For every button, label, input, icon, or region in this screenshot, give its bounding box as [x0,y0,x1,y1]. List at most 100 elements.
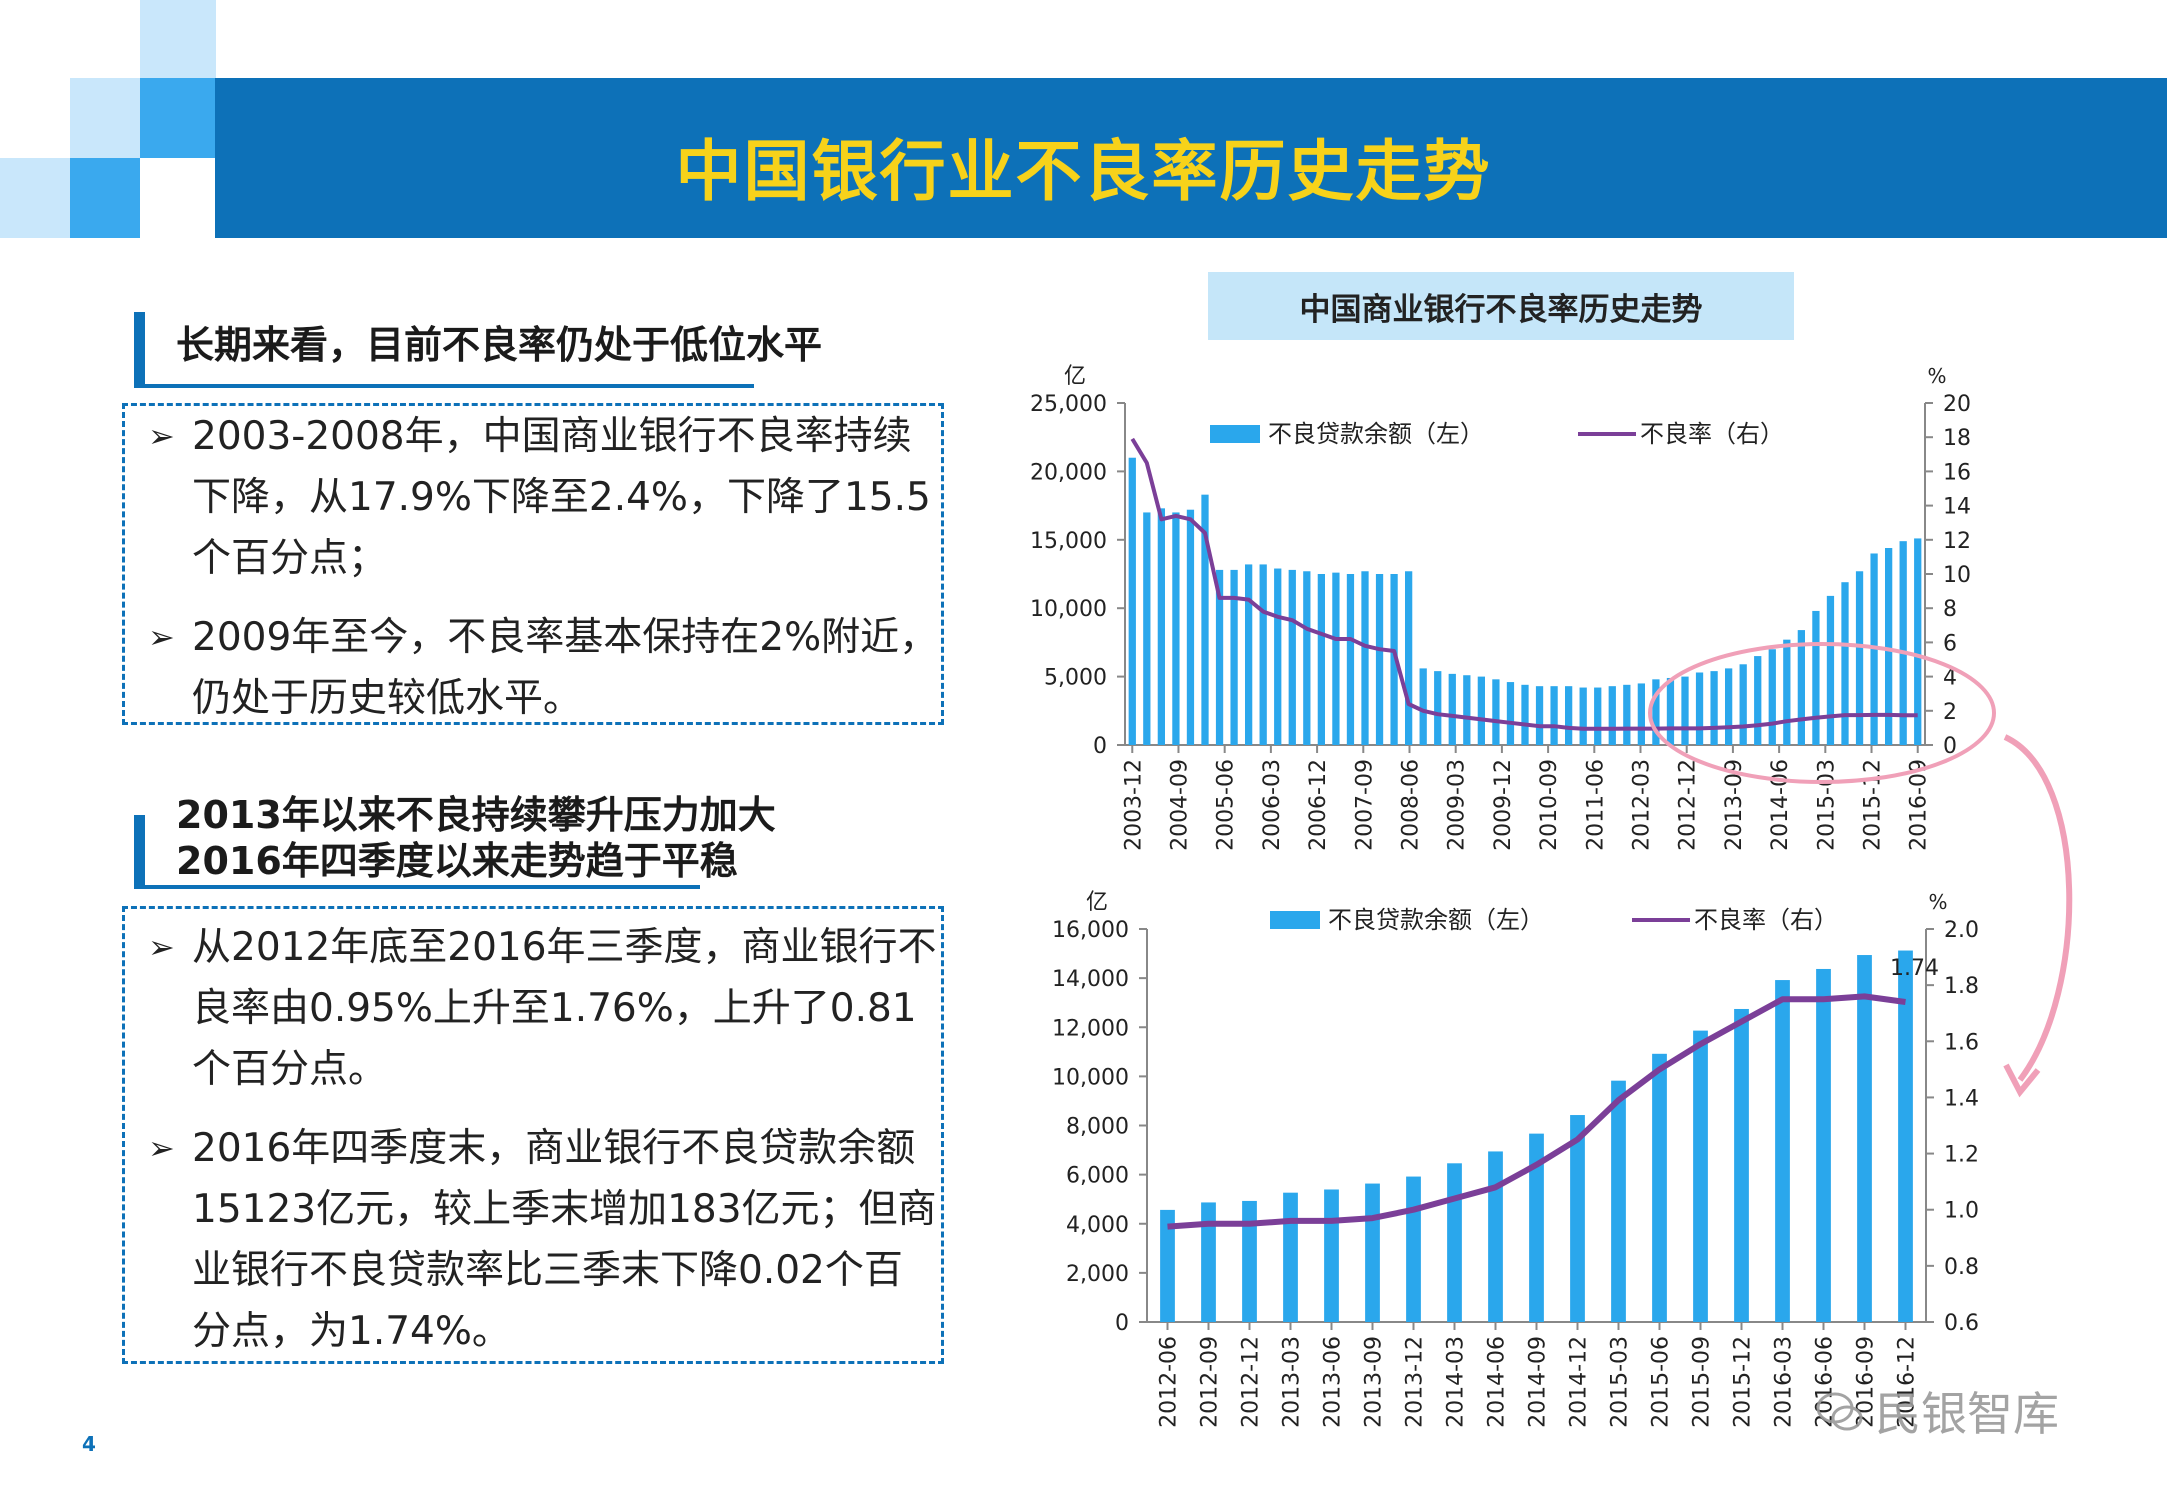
arrow-bullet-icon: ➢ [148,1129,175,1167]
bar [1230,569,1238,745]
x-axis-tick-label: 2010-09 [1537,759,1562,851]
x-axis-tick-label: 2012-09 [1198,1336,1223,1428]
list-item: ➢ 2009年至今，不良率基本保持在2%附近，仍处于历史较低水平。 [140,607,940,729]
bar [1535,686,1544,745]
section1-bullets: ➢ 2003-2008年，中国商业银行不良率持续下降，从17.9%下降至2.4%，… [140,406,940,747]
arrow-bullet-icon: ➢ [148,618,175,656]
callout-arrow-path [2003,734,2073,1082]
right-axis-tick-label: 20 [1943,392,1971,417]
legend-line-label: 不良率（右） [1694,906,1838,934]
left-axis-tick-label: 10,000 [1052,1065,1129,1090]
right-axis-tick-label: 10 [1943,563,1971,588]
right-axis-tick-label: 18 [1943,426,1971,451]
x-axis-tick-label: 2014-12 [1567,1336,1592,1428]
section1-marker [134,312,145,384]
list-item: ➢ 2003-2008年，中国商业银行不良率持续下降，从17.9%下降至2.4%，… [140,406,940,589]
x-axis-tick-label: 2011-06 [1583,759,1608,851]
right-axis-tick-label: 0.8 [1944,1255,1979,1280]
page-number: 4 [82,1432,96,1456]
x-axis-tick-label: 2003-12 [1121,759,1146,851]
bar [1666,677,1675,745]
section2-bullets: ➢ 从2012年底至2016年三季度，商业银行不良率由0.95%上升至1.76%，… [140,917,940,1380]
bar [1242,1200,1257,1322]
npl-rate-line [1130,437,1918,731]
bar [1637,683,1645,745]
left-axis-tick-label: 0 [1093,734,1107,759]
chart1-title: 中国商业银行不良率历史走势 [1208,272,1794,340]
right-axis-tick-label: 12 [1943,529,1971,554]
left-axis-tick-label: 5,000 [1044,666,1107,691]
wechat-icon [1816,1392,1863,1431]
bullet-text: 2009年至今，不良率基本保持在2%附近，仍处于历史较低水平。 [192,615,939,721]
bar [1725,668,1733,745]
section2-title-line1: 2013年以来不良持续攀升压力加大 [176,793,776,837]
bar [1652,679,1660,745]
right-axis-tick-label: 0.6 [1944,1311,1979,1336]
bar [1201,494,1209,745]
right-axis-tick-label: 16 [1943,460,1971,485]
x-axis-tick-label: 2015-09 [1690,1336,1715,1428]
bar [1488,1151,1503,1322]
section1-box [122,403,944,725]
bar [1608,686,1616,745]
bar [1143,512,1151,745]
right-axis-tick-label: 1.8 [1944,974,1979,999]
bar [1288,569,1296,745]
left-axis-tick-label: 8,000 [1066,1115,1129,1140]
bar [1332,572,1340,745]
bar [1898,950,1913,1322]
left-axis-tick-label: 12,000 [1052,1016,1129,1041]
bar [1797,630,1805,745]
left-axis-unit: 亿 [1064,364,1086,389]
right-axis-tick-label: 1.6 [1944,1030,1979,1055]
right-axis-tick-label: 8 [1943,597,1957,622]
left-axis-tick-label: 15,000 [1030,529,1107,554]
x-axis-tick-label: 2013-03 [1280,1336,1305,1428]
x-axis-tick-label: 2008-06 [1398,759,1423,851]
watermark-text: 民银智库 [1875,1387,2059,1441]
arrow-bullet-icon: ➢ [148,928,175,966]
bar [1361,571,1369,745]
section2-underline [134,885,700,889]
bar [1463,675,1471,745]
bar [1734,1008,1749,1322]
bar [1529,1133,1544,1322]
bar [1303,571,1311,745]
x-axis-tick-label: 2016-09 [1907,759,1932,851]
right-axis-tick-label: 1.4 [1944,1086,1979,1111]
right-axis-unit: % [1928,890,1947,914]
bar [1406,1176,1421,1322]
header-bar [215,78,2167,238]
right-axis-tick-label: 6 [1943,631,1957,656]
left-axis-tick-label: 2,000 [1066,1262,1129,1287]
bar [1693,1030,1708,1322]
bar [1594,687,1602,745]
left-axis-tick-label: 25,000 [1030,392,1107,417]
bar [1855,571,1864,745]
bar [1812,610,1820,745]
bar [1570,1115,1585,1322]
bar [1550,686,1558,745]
x-axis-tick-label: 2014-09 [1526,1336,1551,1428]
right-axis-tick-label: 14 [1943,495,1971,520]
bar [1857,955,1872,1322]
x-axis-tick-label: 2013-12 [1403,1336,1428,1428]
bar [1826,595,1835,745]
list-item: ➢ 2016年四季度末，商业银行不良贷款余额15123亿元，较上季末增加183亿元… [140,1118,940,1362]
bar [1623,684,1631,745]
legend-bar-label: 不良贷款余额（左） [1268,420,1484,448]
left-axis-tick-label: 16,000 [1052,918,1129,943]
npl-rate-line [1167,993,1906,1230]
bar [1739,664,1747,745]
right-axis-tick-label: 4 [1943,666,1957,691]
bar [1186,509,1195,745]
bar [1283,1192,1298,1322]
watermark: 民银智库 [1815,1378,2059,1444]
bar [1201,1202,1216,1322]
highlight-ellipse [1648,642,1996,784]
section2-title-line2: 2016年四季度以来走势趋于平稳 [176,839,738,883]
list-item: ➢ 从2012年底至2016年三季度，商业银行不良率由0.95%上升至1.76%，… [140,917,940,1100]
x-axis-tick-label: 2015-03 [1608,1336,1633,1428]
left-axis-unit: 亿 [1086,890,1108,915]
right-axis-tick-label: 2.0 [1944,918,1979,943]
